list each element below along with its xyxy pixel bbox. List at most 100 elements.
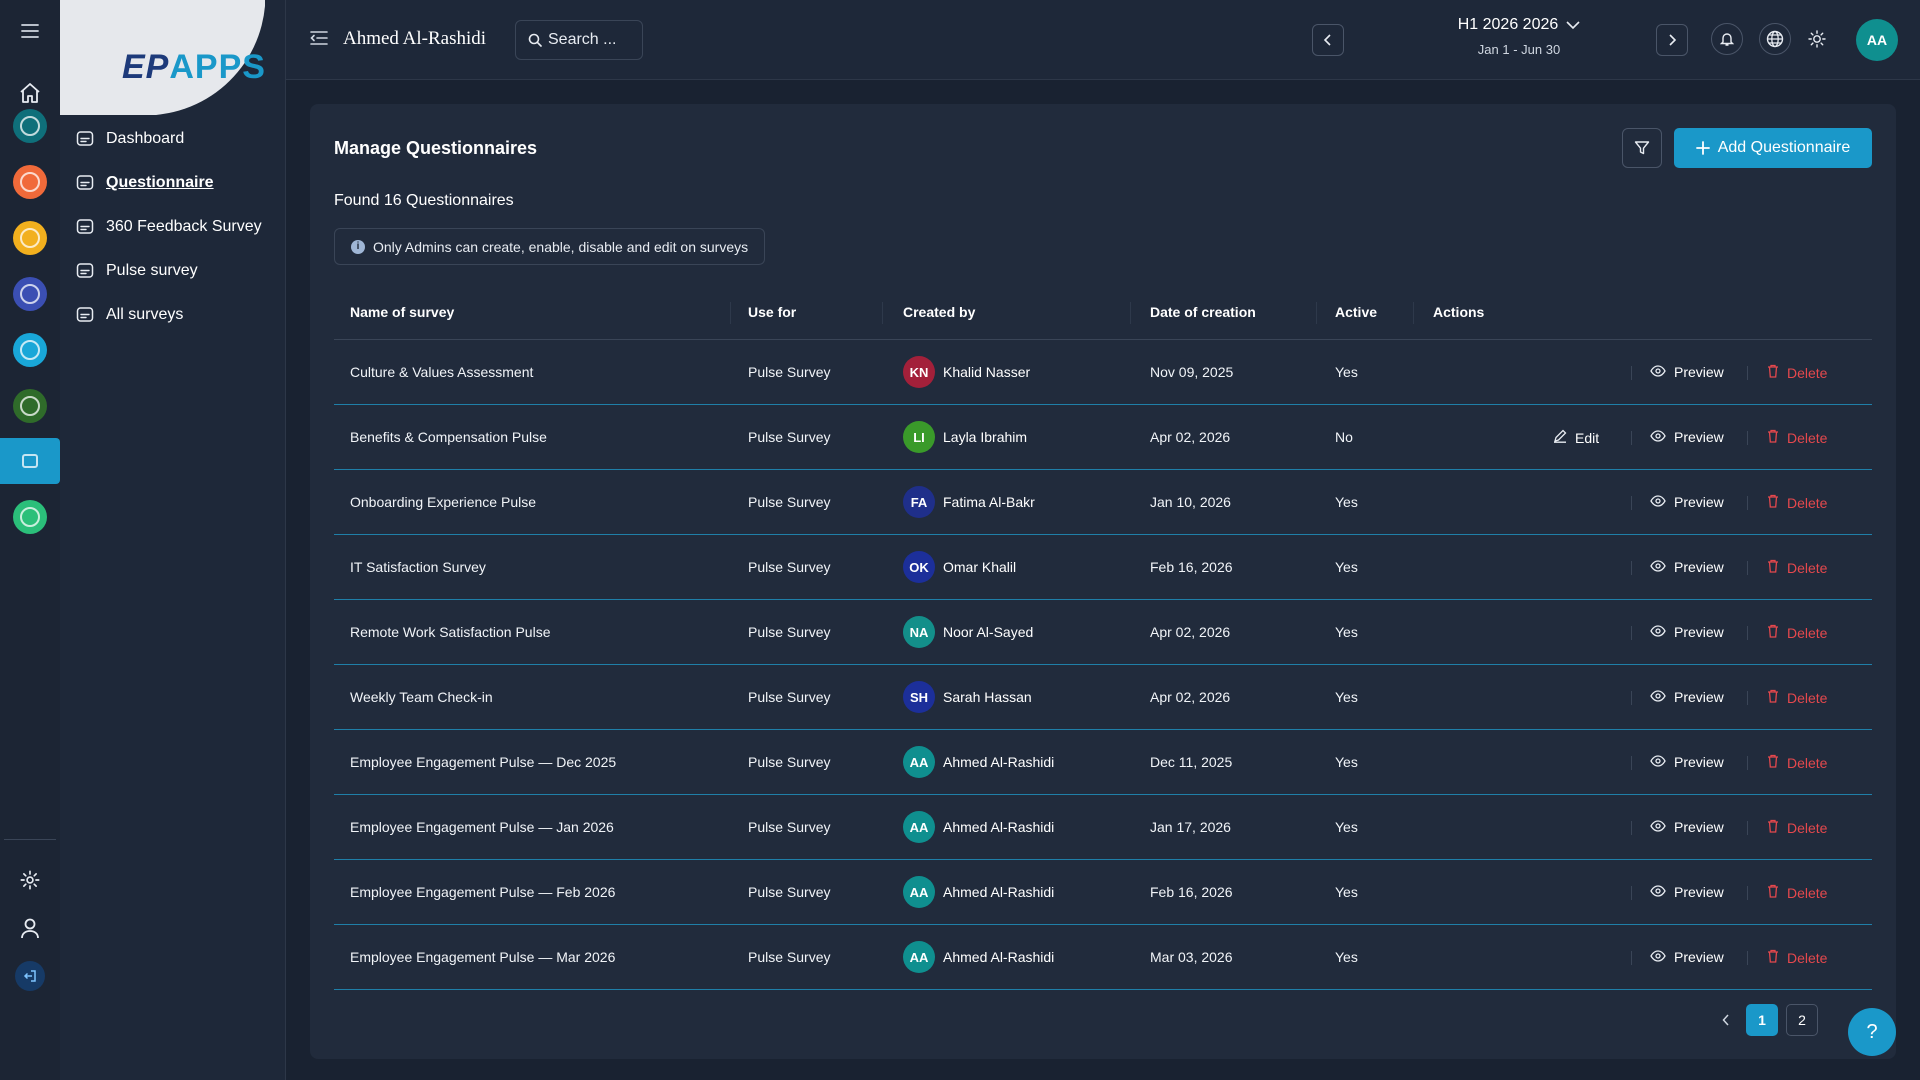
language-button[interactable]: [1759, 23, 1791, 55]
home-button[interactable]: [0, 70, 60, 116]
notifications-button[interactable]: [1711, 23, 1743, 55]
table-row: Employee Engagement Pulse — Dec 2025 Puls…: [334, 730, 1872, 795]
user-icon: [21, 918, 39, 939]
preview-button[interactable]: Preview: [1650, 949, 1724, 965]
survey-use-for: Pulse Survey: [748, 949, 831, 965]
delete-button[interactable]: Delete: [1767, 949, 1827, 966]
survey-app-button[interactable]: [0, 438, 60, 484]
preview-label: Preview: [1674, 559, 1724, 575]
survey-date: Dec 11, 2025: [1150, 754, 1233, 770]
table-row: Employee Engagement Pulse — Jan 2026 Puls…: [334, 795, 1872, 860]
survey-use-for: Pulse Survey: [748, 364, 831, 380]
info-icon: i: [351, 239, 365, 254]
logout-button[interactable]: [0, 953, 60, 999]
creator-name: Khalid Nasser: [943, 364, 1031, 380]
edit-button[interactable]: Edit: [1553, 429, 1599, 446]
period-selector[interactable]: H1 2026 2026 Jan 1 - Jun 30: [1424, 16, 1614, 57]
previous-period-button[interactable]: [1312, 24, 1344, 56]
chevron-left-icon: [1323, 34, 1331, 46]
creator-name: Ahmed Al-Rashidi: [943, 754, 1055, 770]
settings-button[interactable]: [0, 857, 60, 903]
period-range: Jan 1 - Jun 30: [1477, 42, 1561, 57]
avatar: AA: [903, 811, 935, 843]
eye-icon: [1650, 689, 1666, 705]
delete-button[interactable]: Delete: [1767, 689, 1827, 706]
review-app-button[interactable]: [0, 159, 60, 205]
sidebar-item-label: 360 Feedback Survey: [106, 218, 262, 235]
sidebar-item-dashboard[interactable]: Dashboard: [74, 124, 184, 154]
table-row: Culture & Values Assessment Pulse Survey K…: [334, 340, 1872, 405]
delete-button[interactable]: Delete: [1767, 429, 1827, 446]
survey-use-for: Pulse Survey: [748, 624, 831, 640]
delete-button[interactable]: Delete: [1767, 884, 1827, 901]
search-input[interactable]: Search ...: [515, 20, 643, 60]
survey-name: Onboarding Experience Pulse: [350, 494, 537, 510]
user-avatar[interactable]: AA: [1856, 19, 1898, 61]
delete-button[interactable]: Delete: [1767, 819, 1827, 836]
recognition-app-button[interactable]: [0, 215, 60, 261]
time-app-button[interactable]: [0, 327, 60, 373]
collapse-sidebar-button[interactable]: [310, 30, 328, 51]
delete-button[interactable]: Delete: [1767, 364, 1827, 381]
delete-button[interactable]: Delete: [1767, 559, 1827, 576]
review-app-icon: [13, 165, 47, 199]
creator-name: Ahmed Al-Rashidi: [943, 949, 1055, 965]
preview-button[interactable]: Preview: [1650, 364, 1724, 380]
eye-icon: [1650, 559, 1666, 575]
preview-button[interactable]: Preview: [1650, 689, 1724, 705]
filter-icon: [1634, 141, 1650, 155]
edit-label: Edit: [1575, 429, 1600, 446]
menu-toggle-button[interactable]: [0, 8, 60, 54]
avatar: AA: [903, 876, 935, 908]
filter-button[interactable]: [1622, 128, 1662, 168]
survey-use-for: Pulse Survey: [748, 494, 831, 510]
delete-button[interactable]: Delete: [1767, 754, 1827, 771]
trash-icon: [1767, 689, 1779, 706]
reports-app-button[interactable]: [0, 494, 60, 540]
survey-creator: LI Layla Ibrahim: [903, 421, 1027, 453]
previous-page-button[interactable]: [1710, 1004, 1742, 1036]
preview-button[interactable]: Preview: [1650, 624, 1724, 640]
delete-button[interactable]: Delete: [1767, 494, 1827, 511]
goals-app-icon: [13, 109, 47, 143]
preview-button[interactable]: Preview: [1650, 754, 1724, 770]
survey-creator: FA Fatima Al-Bakr: [903, 486, 1035, 518]
survey-active-status: Yes: [1335, 494, 1358, 510]
next-period-button[interactable]: [1656, 24, 1688, 56]
growth-app-button[interactable]: [0, 383, 60, 429]
preview-label: Preview: [1674, 364, 1724, 380]
hamburger-icon: [21, 24, 39, 38]
delete-label: Delete: [1787, 949, 1828, 966]
profile-button[interactable]: [0, 905, 60, 951]
survey-active-status: Yes: [1335, 949, 1358, 965]
sidebar-item-all-surveys[interactable]: All surveys: [74, 300, 183, 330]
preview-button[interactable]: Preview: [1650, 819, 1724, 835]
app-logo[interactable]: EPAPPS: [60, 0, 265, 115]
menu-collapse-icon: [310, 31, 328, 45]
avatar: NA: [903, 616, 935, 648]
home-icon: [20, 83, 40, 103]
delete-button[interactable]: Delete: [1767, 624, 1827, 641]
page-button-1[interactable]: 1: [1746, 1004, 1778, 1036]
preview-button[interactable]: Preview: [1650, 884, 1724, 900]
table-row: Onboarding Experience Pulse Pulse Survey F…: [334, 470, 1872, 535]
add-questionnaire-button[interactable]: Add Questionnaire: [1674, 128, 1872, 168]
table-row: Remote Work Satisfaction Pulse Pulse Surv…: [334, 600, 1872, 665]
page-button-2[interactable]: 2: [1786, 1004, 1818, 1036]
sidebar-item-questionnaire[interactable]: Questionnaire: [74, 168, 214, 198]
preview-button[interactable]: Preview: [1650, 559, 1724, 575]
performance-app-button[interactable]: [0, 271, 60, 317]
growth-app-icon: [13, 389, 47, 423]
survey-name: Employee Engagement Pulse — Mar 2026: [350, 949, 616, 965]
preview-button[interactable]: Preview: [1650, 429, 1724, 445]
preview-button[interactable]: Preview: [1650, 494, 1724, 510]
sidebar-item-pulse-survey[interactable]: Pulse survey: [74, 256, 198, 286]
goals-app-button[interactable]: [0, 103, 60, 149]
user-name: Ahmed Al-Rashidi: [343, 28, 487, 49]
creator-name: Sarah Hassan: [943, 689, 1032, 705]
survey-name: Employee Engagement Pulse — Dec 2025: [350, 754, 617, 770]
theme-toggle-button[interactable]: [1808, 30, 1826, 53]
help-button[interactable]: ?: [1848, 1008, 1896, 1056]
survey-date: Apr 02, 2026: [1150, 624, 1231, 640]
sidebar-item-360-feedback-survey[interactable]: 360 Feedback Survey: [74, 212, 262, 242]
